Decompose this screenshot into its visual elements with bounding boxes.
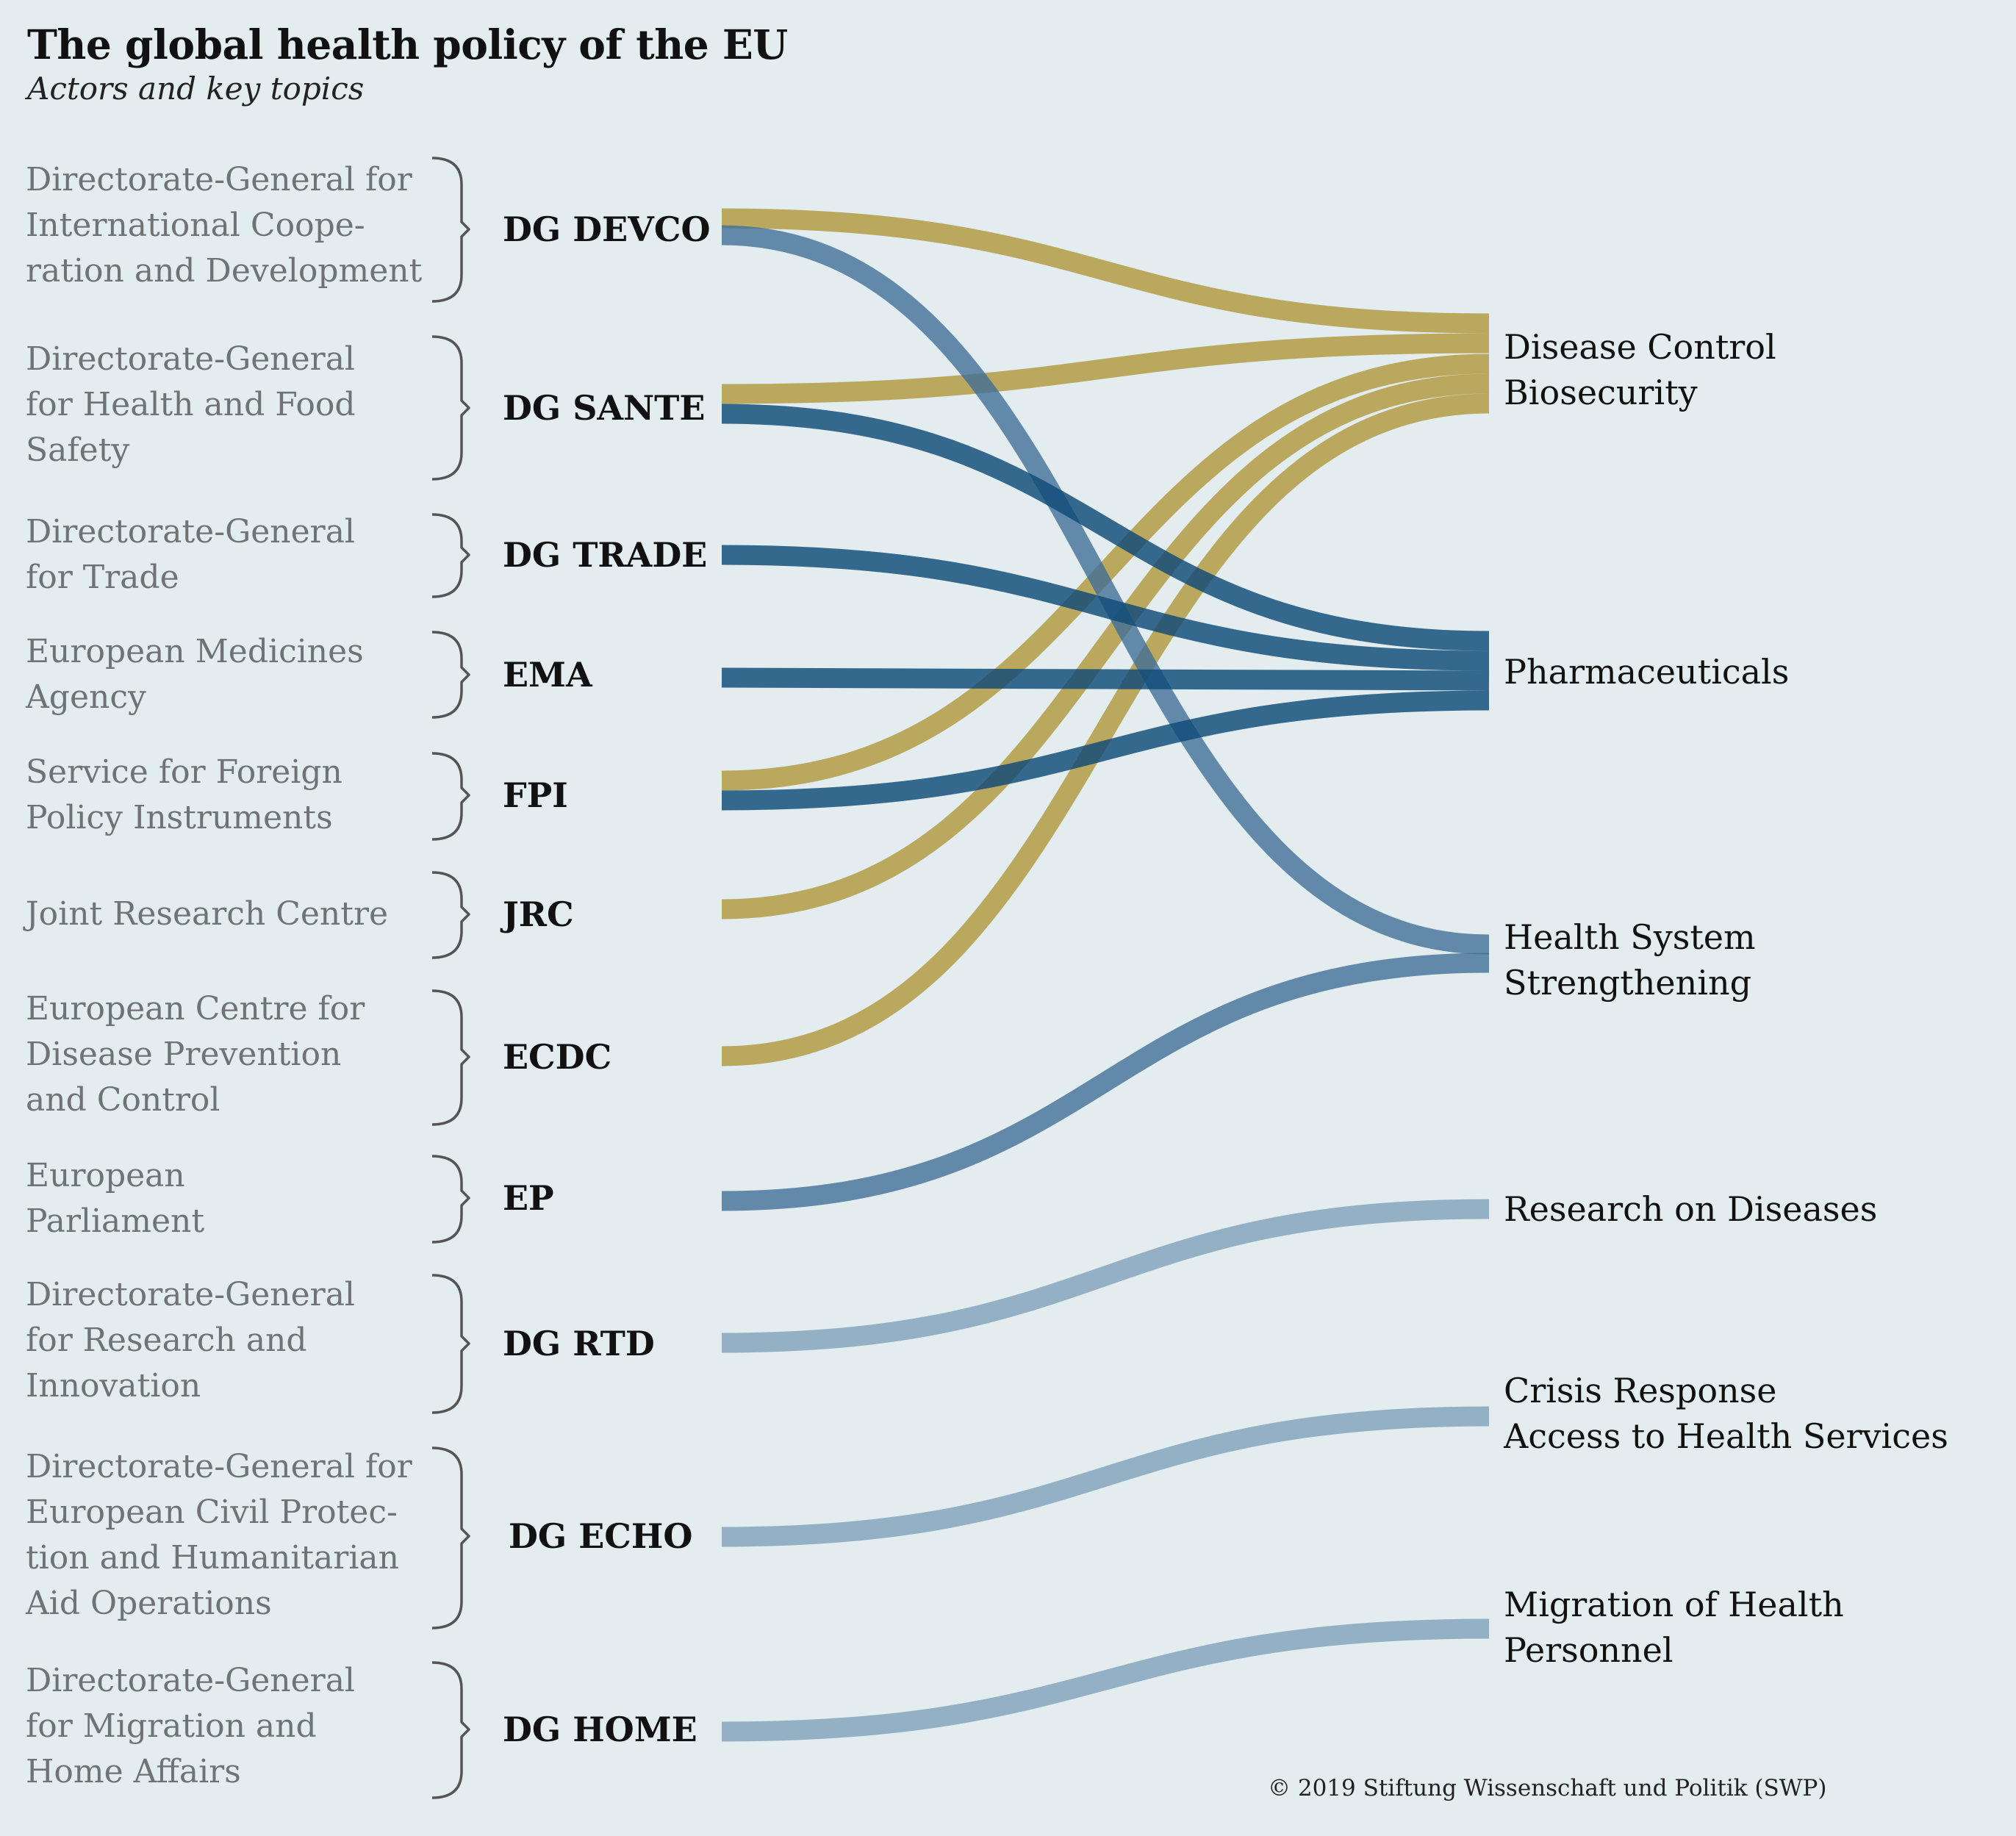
bracket-jrc [431, 871, 470, 959]
actor-full-name-ema: European Medicines Agency [26, 633, 364, 716]
page-title: The global health policy of the EU [27, 21, 788, 68]
actor-full-name-trade: Directorate-General for Trade [26, 513, 355, 596]
actor-abbr-trade: DG TRADE [503, 535, 708, 575]
bracket-ecdc [431, 989, 470, 1126]
bracket-ep [431, 1155, 470, 1244]
actor-abbr-ema: EMA [503, 655, 592, 695]
link-devco-to-disease [721, 208, 1490, 334]
actor-abbr-home: DG HOME [503, 1710, 697, 1749]
actor-full-name-devco: Directorate-General for International Co… [26, 161, 423, 290]
link-home-to-migration [721, 1618, 1490, 1742]
copyright-notice: © 2019 Stiftung Wissenschaft und Politik… [1268, 1775, 1827, 1801]
bracket-sante [431, 335, 470, 481]
bracket-ema [431, 631, 470, 719]
topic-disease: Disease Control Biosecurity [1504, 327, 1776, 412]
actor-abbr-echo: DG ECHO [509, 1516, 693, 1556]
link-jrc-to-disease [721, 373, 1490, 919]
actor-full-name-echo: Directorate-General for European Civil P… [26, 1448, 412, 1622]
link-rtd-to-research [721, 1199, 1490, 1353]
topic-crisis: Crisis Response Access to Health Service… [1504, 1371, 1948, 1456]
link-ecdc-to-disease [721, 393, 1490, 1066]
topic-research: Research on Diseases [1504, 1189, 1878, 1229]
topic-migration: Migration of Health Personnel [1504, 1585, 1844, 1670]
actor-full-name-home: Directorate-General for Migration and Ho… [26, 1662, 355, 1790]
link-ep-to-hss [721, 953, 1490, 1211]
bracket-rtd [431, 1274, 470, 1414]
bracket-trade [431, 513, 470, 598]
link-sante-to-pharma [721, 404, 1490, 651]
link-ema-to-pharma [721, 667, 1490, 691]
link-fpi-to-pharma [721, 690, 1490, 811]
topic-hss: Health System Strengthening [1504, 917, 1756, 1003]
actor-abbr-ecdc: ECDC [503, 1037, 612, 1077]
actor-full-name-jrc: Joint Research Centre [26, 895, 389, 933]
bracket-home [431, 1661, 470, 1799]
actor-full-name-ep: European Parliament [26, 1157, 205, 1240]
topic-pharma: Pharmaceuticals [1504, 652, 1790, 692]
link-devco-to-hss [721, 225, 1490, 955]
link-layer [721, 208, 1490, 1742]
page-subtitle: Actors and key topics [27, 71, 365, 107]
actor-full-name-sante: Directorate-General for Health and Food … [26, 340, 356, 469]
link-echo-to-crisis [721, 1406, 1490, 1547]
actor-abbr-rtd: DG RTD [503, 1324, 655, 1363]
bracket-devco [431, 157, 470, 303]
actor-full-name-rtd: Directorate-General for Research and Inn… [26, 1276, 355, 1405]
bracket-echo [431, 1446, 470, 1629]
actor-abbr-fpi: FPI [503, 775, 568, 815]
link-trade-to-pharma [721, 545, 1490, 671]
actor-abbr-jrc: JRC [503, 894, 574, 934]
actor-full-name-fpi: Service for Foreign Policy Instruments [26, 753, 342, 836]
actor-abbr-sante: DG SANTE [503, 388, 706, 428]
actor-full-name-ecdc: European Centre for Disease Prevention a… [26, 990, 365, 1119]
bracket-fpi [431, 752, 470, 841]
link-sante-to-disease [721, 333, 1490, 404]
bracket-layer [431, 157, 470, 1799]
actor-abbr-devco: DG DEVCO [503, 209, 711, 249]
actor-abbr-ep: EP [503, 1178, 554, 1218]
